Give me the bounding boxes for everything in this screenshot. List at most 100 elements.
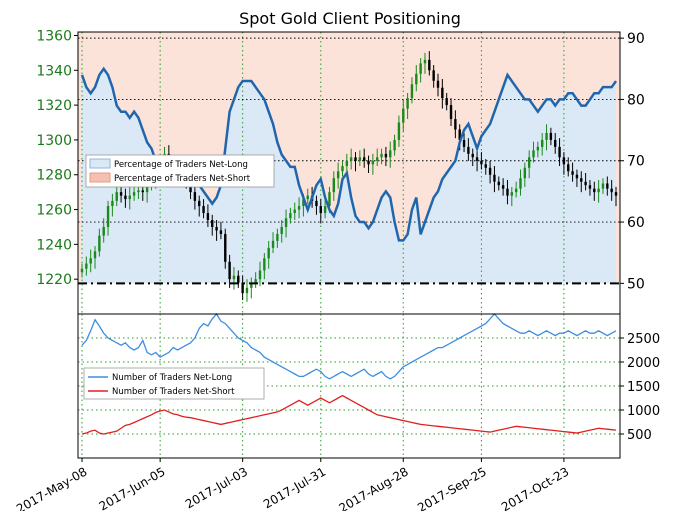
candle-body — [532, 150, 535, 158]
candle-body — [267, 247, 270, 259]
traders-net-long-line — [81, 312, 617, 380]
candle-body — [132, 192, 136, 196]
candle-body — [614, 192, 618, 196]
top-legend: Percentage of Traders Net-Long Percentag… — [85, 154, 275, 188]
candle-body — [484, 164, 487, 168]
candle-body — [106, 206, 110, 227]
candle-body — [371, 160, 375, 165]
price-tick-label: 1300 — [36, 133, 72, 149]
candle-body — [501, 185, 505, 189]
traders-tick-label: 500 — [627, 428, 652, 443]
candle-body — [397, 122, 401, 140]
candle-body — [549, 132, 553, 140]
candle-body — [493, 174, 496, 182]
net-long-legend-label: Percentage of Traders Net-Long — [114, 160, 248, 170]
candle-body — [519, 178, 522, 189]
traders-tick-label: 2000 — [627, 356, 660, 371]
candle-body — [332, 178, 336, 193]
candle-body — [376, 157, 379, 161]
candle-body — [241, 282, 244, 294]
candle-body — [276, 233, 279, 241]
candle-body — [336, 171, 340, 179]
candle-body — [98, 235, 101, 252]
candle-body — [141, 190, 144, 193]
candle-body — [232, 275, 236, 280]
candle-body — [137, 190, 140, 193]
bottom-legend-box — [83, 367, 265, 400]
pct-tick-label: 50 — [627, 276, 645, 292]
candle-body — [393, 139, 396, 151]
candle-body — [228, 261, 231, 280]
candle-body — [224, 233, 227, 262]
candle-body — [488, 167, 492, 175]
pct-tick-label: 60 — [627, 215, 645, 231]
net-long-legend-swatch — [89, 158, 111, 169]
candle-body — [449, 105, 453, 120]
top-legend-box — [85, 154, 275, 188]
candle-body — [540, 139, 544, 147]
candle-body — [514, 188, 518, 193]
candle-body — [497, 181, 500, 186]
traders-axis-right: 500 1000 1500 2000 2500 — [620, 332, 660, 443]
traders-short-legend-label: Number of Traders Net-Short — [112, 387, 235, 397]
candle-body — [284, 218, 288, 227]
candle-body — [302, 199, 305, 207]
traders-long-legend-label: Number of Traders Net-Long — [112, 373, 232, 383]
candle-body — [458, 129, 461, 140]
candle-body — [575, 174, 579, 179]
candle-body — [80, 268, 84, 273]
candle-body — [362, 157, 366, 161]
candle-body — [441, 87, 444, 99]
candle-body — [271, 240, 275, 248]
price-tick-label: 1340 — [36, 63, 72, 79]
candle-body — [580, 178, 583, 182]
percentage-axis-right: 50 60 70 80 90 — [620, 31, 645, 292]
net-short-legend-label: Percentage of Traders Net-Short — [114, 174, 251, 184]
candle-body — [571, 171, 574, 175]
candle-body — [119, 192, 123, 196]
candle-body — [545, 132, 548, 140]
candle-body — [554, 139, 557, 147]
candle-body — [93, 251, 97, 259]
candle-body — [436, 80, 440, 88]
price-tick-label: 1280 — [36, 168, 72, 184]
candle-body — [410, 84, 414, 99]
candle-body — [245, 287, 249, 294]
pct-tick-label: 70 — [627, 154, 645, 170]
candle-body — [593, 188, 596, 193]
candle-body — [567, 164, 570, 172]
candle-body — [349, 157, 353, 161]
candle-body — [527, 157, 531, 168]
price-positioning-panel: 1220 1240 1260 1280 1300 1320 1340 1360 50 60 70 8… — [36, 28, 645, 315]
date-tick-label: 2017-May-08 — [14, 464, 89, 511]
candle-body — [467, 146, 470, 154]
candle-body — [510, 192, 514, 196]
candle-body — [358, 157, 362, 161]
candle-body — [189, 183, 192, 193]
candle-body — [206, 213, 210, 220]
candle-body — [111, 200, 114, 207]
candle-body — [128, 195, 131, 200]
candle-body — [454, 119, 457, 130]
price-axis-left: 1220 1240 1260 1280 1300 1320 1340 1360 — [36, 28, 78, 288]
candle-body — [306, 195, 309, 200]
date-tick-label: 2017-Aug-28 — [337, 464, 411, 511]
candle-body — [610, 188, 613, 193]
candle-body — [219, 230, 223, 234]
candle-body — [202, 206, 205, 214]
candle-body — [415, 73, 418, 85]
pct-tick-label: 90 — [627, 31, 645, 47]
candle-body — [215, 226, 218, 231]
candle-body — [263, 258, 266, 271]
chart-title: Spot Gold Client Positioning — [239, 9, 461, 28]
candle-body — [419, 63, 422, 74]
bottom-legend: Number of Traders Net-Long Number of Tra… — [83, 367, 265, 400]
candle-body — [584, 181, 587, 186]
candle-body — [445, 98, 448, 106]
candle-body — [198, 200, 201, 207]
price-tick-label: 1320 — [36, 98, 72, 114]
candle-body — [480, 160, 483, 165]
candle-body — [406, 98, 409, 109]
candle-body — [211, 220, 214, 227]
